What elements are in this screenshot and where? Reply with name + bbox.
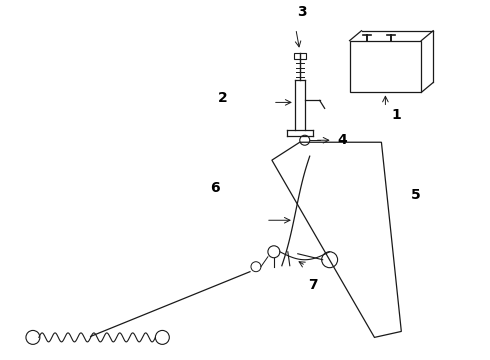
Text: 2: 2 [219, 91, 228, 105]
Text: 7: 7 [308, 278, 318, 292]
Text: 3: 3 [297, 5, 307, 19]
Text: 4: 4 [338, 133, 347, 147]
Text: 5: 5 [411, 188, 421, 202]
Text: 1: 1 [392, 108, 401, 122]
Text: 6: 6 [211, 181, 220, 195]
Bar [349, 41, 421, 93]
Bar [294, 53, 306, 59]
